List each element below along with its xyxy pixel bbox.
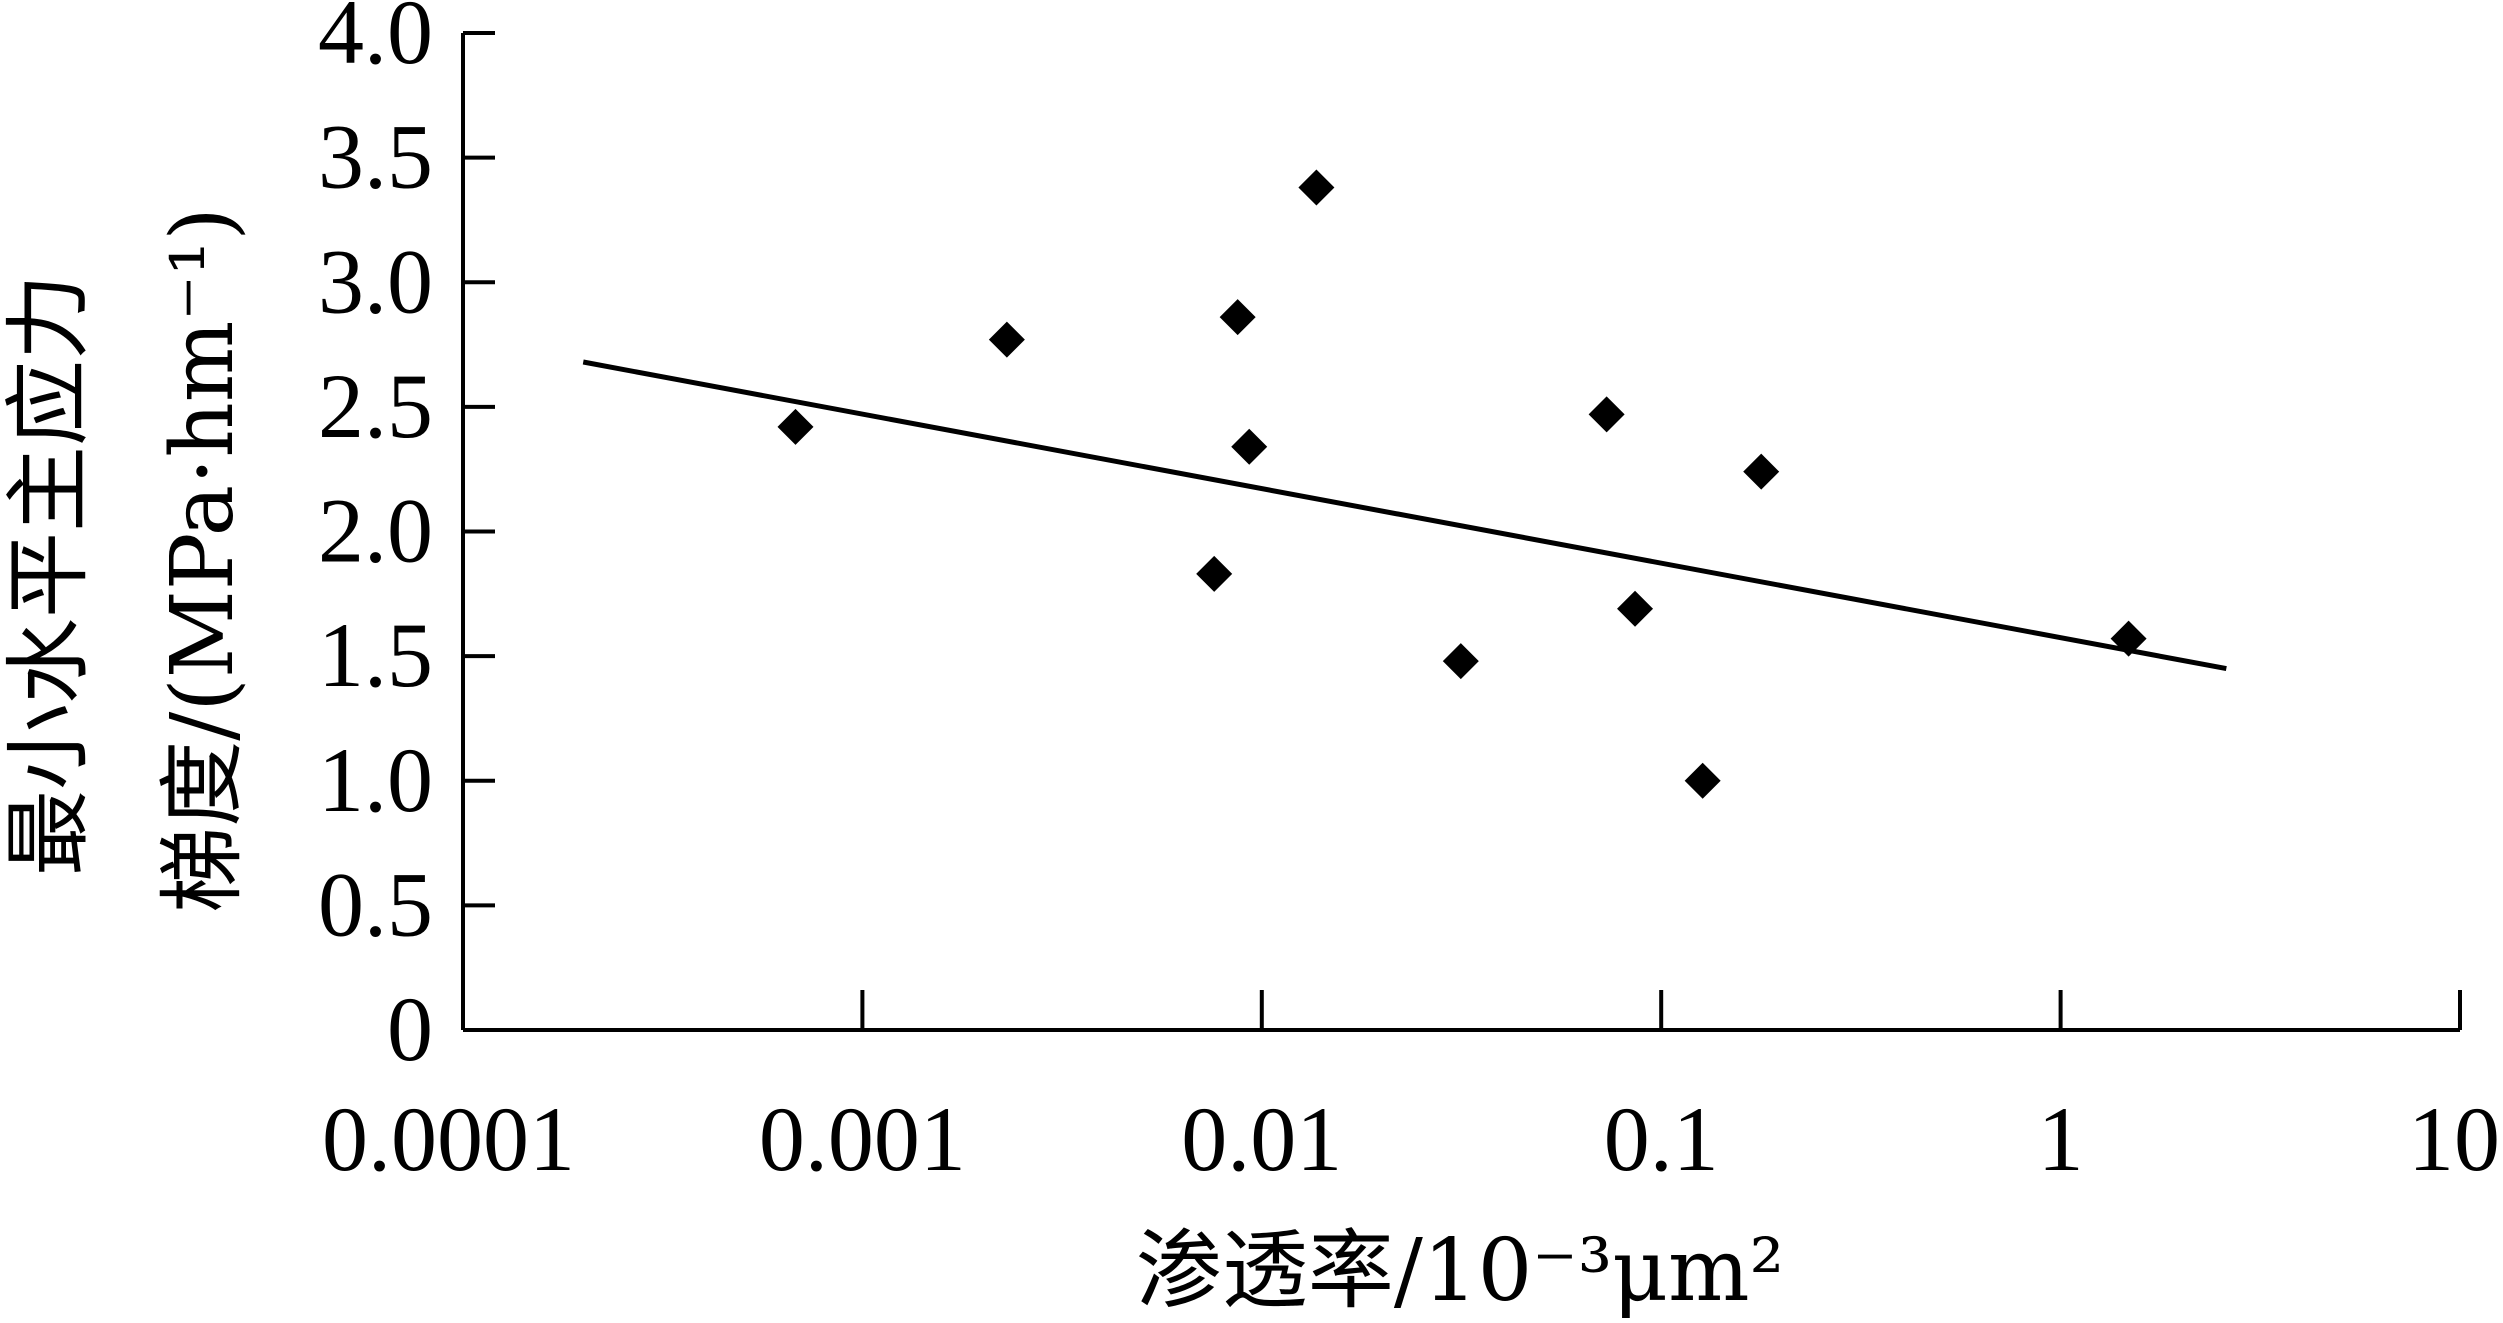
y-tick-label: 3.0 bbox=[318, 230, 433, 332]
x-tick-label: 0.001 bbox=[759, 1088, 966, 1190]
trendline-layer bbox=[582, 359, 2227, 672]
data-point bbox=[1588, 396, 1625, 433]
data-point bbox=[1442, 643, 1479, 680]
data-point bbox=[1231, 428, 1268, 465]
axes bbox=[461, 33, 2460, 1032]
y-tick-label: 1.5 bbox=[318, 604, 433, 706]
y-ticks: 0 0.5 1.0 1.5 2.0 2.5 3.0 3.5 4.0 bbox=[318, 0, 495, 1080]
y-tick-label: 2.0 bbox=[318, 480, 433, 582]
y-tick-label: 1.0 bbox=[318, 729, 433, 831]
data-point bbox=[2110, 620, 2147, 657]
x-tick-label: 0.1 bbox=[1604, 1088, 1719, 1190]
y-axis-title-line1: 最小水平主应力 bbox=[0, 274, 99, 876]
x-axis-title: 渗透率/10⁻³μm² bbox=[1136, 1221, 1784, 1321]
y-tick-label: 2.5 bbox=[318, 355, 433, 457]
data-point bbox=[1684, 762, 1721, 799]
y-tick-label: 3.5 bbox=[318, 106, 433, 208]
x-ticks: 0.0001 0.001 0.01 0.1 1 10 bbox=[322, 990, 2500, 1190]
x-tick-label: 0.0001 bbox=[322, 1088, 575, 1190]
x-tick-label: 1 bbox=[2038, 1088, 2084, 1190]
y-axis-title-line2: 梯度/(MPa·hm⁻¹) bbox=[153, 207, 253, 913]
x-tick-label: 10 bbox=[2408, 1088, 2500, 1190]
data-point bbox=[988, 321, 1025, 358]
data-point bbox=[777, 408, 814, 445]
y-tick-label: 4.0 bbox=[318, 0, 433, 83]
data-points bbox=[777, 169, 2147, 799]
data-point bbox=[1196, 555, 1233, 592]
data-point bbox=[1219, 299, 1256, 336]
data-point bbox=[1298, 169, 1335, 206]
data-point bbox=[1743, 453, 1780, 490]
y-tick-label: 0 bbox=[387, 978, 433, 1080]
trendline bbox=[582, 359, 2227, 672]
y-axis-title: 最小水平主应力 梯度/(MPa·hm⁻¹) bbox=[0, 207, 253, 913]
x-tick-label: 0.01 bbox=[1181, 1088, 1342, 1190]
data-point bbox=[1617, 590, 1654, 627]
y-tick-label: 0.5 bbox=[318, 853, 433, 955]
